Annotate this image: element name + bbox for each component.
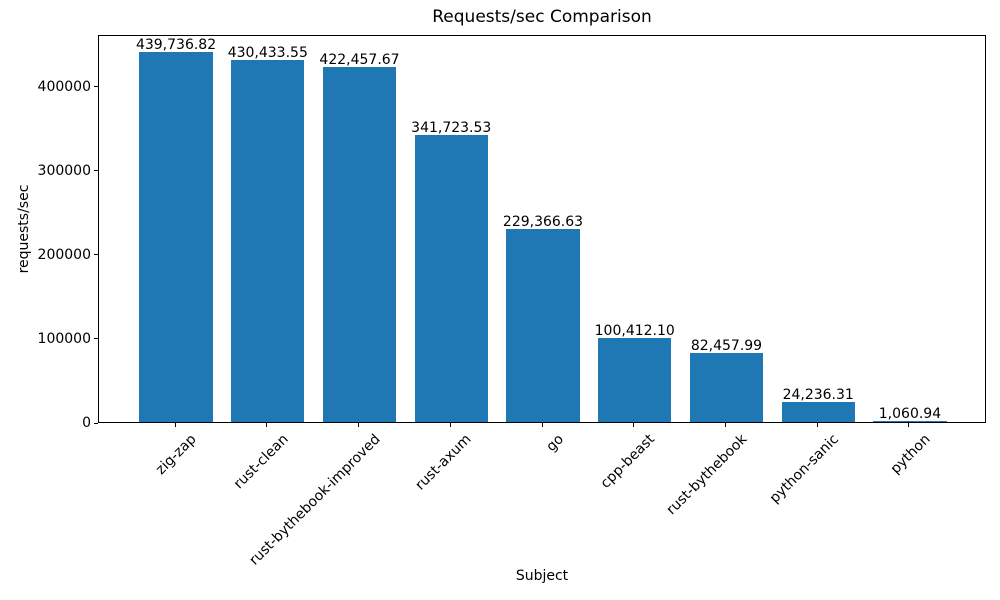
y-tick-mark bbox=[94, 86, 98, 88]
bar bbox=[231, 60, 305, 422]
bar-value-label: 1,060.94 bbox=[878, 406, 942, 422]
bar bbox=[598, 337, 672, 422]
bar-value-label: 341,723.53 bbox=[411, 119, 492, 136]
y-axis-label: requests/sec bbox=[16, 184, 32, 274]
chart-title: Requests/sec Comparison bbox=[432, 7, 652, 27]
x-tick-mark bbox=[174, 423, 176, 427]
bar-value-label: 430,433.55 bbox=[227, 45, 308, 62]
bar bbox=[689, 352, 764, 422]
y-tick-label: 0 bbox=[82, 415, 91, 431]
x-tick-mark bbox=[816, 423, 818, 427]
bar bbox=[873, 421, 947, 422]
bar-value-label: 24,236.31 bbox=[782, 386, 854, 403]
x-tick-mark bbox=[724, 423, 726, 427]
bar-value-label: 422,457.67 bbox=[319, 51, 400, 68]
x-tick-label: rust-clean bbox=[230, 431, 292, 493]
x-axis-label: Subject bbox=[515, 568, 569, 584]
y-tick-mark bbox=[94, 254, 98, 256]
bar-value-label: 229,366.63 bbox=[502, 214, 584, 231]
y-tick-label: 200000 bbox=[37, 246, 91, 263]
x-tick-label: zig-zap bbox=[153, 431, 200, 478]
y-tick-mark bbox=[94, 422, 98, 424]
x-tick-mark bbox=[908, 423, 910, 427]
plot-area: 439,736.82 430,433.55 422,457.67 341,723.53… bbox=[98, 35, 986, 423]
bar bbox=[139, 52, 213, 422]
x-tick-label: rust-axum bbox=[412, 431, 475, 494]
x-tick-mark bbox=[266, 423, 268, 427]
bar-value-label: 100,412.10 bbox=[594, 322, 675, 339]
bar-value-label: 439,736.82 bbox=[135, 37, 217, 54]
x-tick-mark bbox=[633, 423, 635, 427]
y-tick-label: 100000 bbox=[37, 330, 91, 347]
x-tick-label: python bbox=[887, 431, 934, 478]
x-tick-label: python-sanic bbox=[766, 431, 842, 507]
bar bbox=[506, 229, 580, 422]
y-tick-label: 400000 bbox=[37, 78, 91, 95]
x-tick-label: cpp-beast bbox=[597, 431, 659, 492]
y-tick-mark bbox=[94, 338, 98, 340]
y-tick-label: 300000 bbox=[37, 162, 91, 179]
bar bbox=[781, 401, 855, 422]
x-tick-label: go bbox=[542, 431, 567, 455]
x-tick-label: rust-bythebook bbox=[663, 431, 751, 519]
bar bbox=[414, 134, 488, 422]
y-tick-mark bbox=[94, 170, 98, 172]
bar-value-label: 82,457.99 bbox=[690, 337, 763, 354]
x-tick-mark bbox=[541, 423, 543, 427]
x-tick-mark bbox=[449, 423, 451, 427]
bar bbox=[322, 67, 397, 422]
x-tick-mark bbox=[358, 423, 360, 427]
